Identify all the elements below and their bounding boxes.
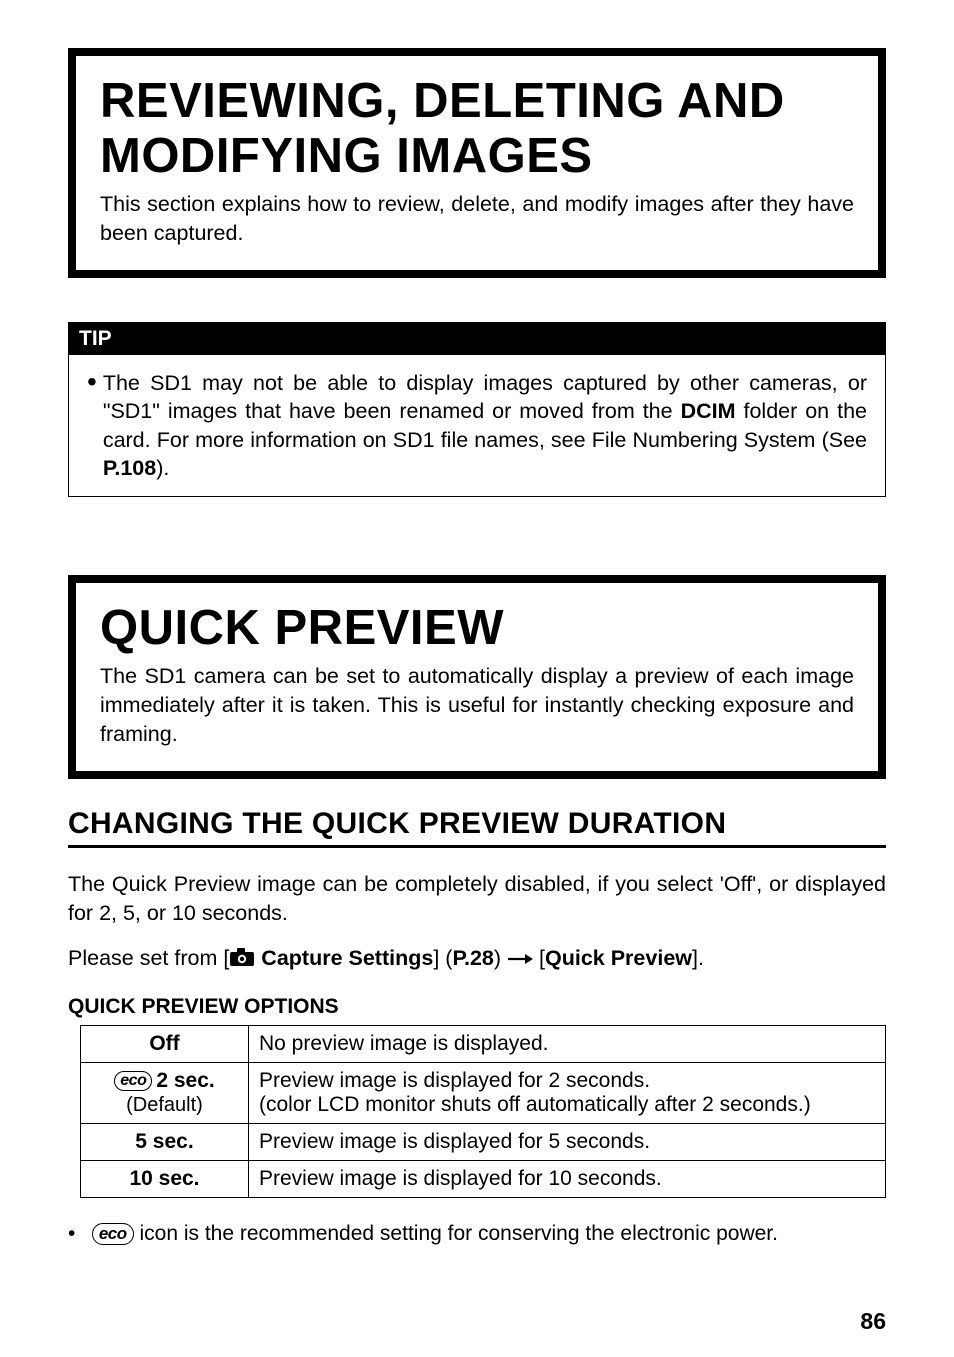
option-desc: Preview image is displayed for 5 seconds… [249,1123,886,1160]
tip-label: TIP [69,323,885,355]
bullet-icon: • [87,369,97,483]
capture-settings-label: Capture Settings [255,946,433,970]
pageref: P.28 [452,946,493,970]
desc-line: Preview image is displayed for 2 seconds… [259,1069,650,1092]
arrow-icon [507,947,533,972]
option-desc: Preview image is displayed for 2 seconds… [249,1062,886,1123]
option-name: 10 sec. [129,1167,199,1190]
tip-text-part: ). [156,456,169,480]
option-key: eco2 sec. (Default) [81,1062,249,1123]
tip-pageref: P.108 [103,456,156,480]
heading-changing-duration: CHANGING THE QUICK PREVIEW DURATION [68,807,886,848]
options-table: Off No preview image is displayed. eco2 … [80,1025,886,1198]
option-name: 5 sec. [135,1130,193,1153]
section-desc: This section explains how to review, del… [100,190,854,248]
camera-icon [229,947,255,973]
section-title: REVIEWING, DELETING AND MODIFYING IMAGES [100,74,854,184]
page-number: 86 [860,1308,886,1335]
section-box-reviewing: REVIEWING, DELETING AND MODIFYING IMAGES… [68,48,886,278]
section-box-quickpreview: QUICK PREVIEW The SD1 camera can be set … [68,575,886,779]
text-part: ]. [692,946,704,970]
paragraph: The Quick Preview image can be completel… [68,870,886,928]
option-name: 2 sec. [156,1069,214,1092]
option-desc: Preview image is displayed for 10 second… [249,1160,886,1197]
table-row: 5 sec. Preview image is displayed for 5 … [81,1123,886,1160]
options-subhead: QUICK PREVIEW OPTIONS [68,995,886,1019]
tip-box: TIP • The SD1 may not be able to display… [68,322,886,498]
option-key: 10 sec. [81,1160,249,1197]
table-row: eco2 sec. (Default) Preview image is dis… [81,1062,886,1123]
footnote-text: icon is the recommended setting for cons… [134,1222,778,1245]
set-instruction: Please set from [ Capture Settings] (P.2… [68,946,886,972]
footnote: • eco icon is the recommended setting fo… [68,1222,886,1246]
text-part: ) [494,946,507,970]
desc-line: (color LCD monitor shuts off automatical… [259,1093,811,1116]
option-key: 5 sec. [81,1123,249,1160]
table-row: 10 sec. Preview image is displayed for 1… [81,1160,886,1197]
option-name: Off [149,1032,179,1055]
page: REVIEWING, DELETING AND MODIFYING IMAGES… [0,0,954,1357]
tip-text: The SD1 may not be able to display image… [103,369,867,483]
option-key: Off [81,1025,249,1062]
table-row: Off No preview image is displayed. [81,1025,886,1062]
text-part: Please set from [ [68,946,229,970]
text-part: [ [533,946,545,970]
bullet-icon: • [68,1222,86,1246]
tip-body: • The SD1 may not be able to display ima… [69,355,885,497]
tip-dcim: DCIM [681,399,736,423]
eco-icon: eco [92,1223,134,1245]
eco-icon: eco [114,1071,152,1091]
option-desc: No preview image is displayed. [249,1025,886,1062]
section-title: QUICK PREVIEW [100,601,854,656]
option-default: (Default) [126,1094,203,1116]
text-part: ] ( [433,946,452,970]
section-desc: The SD1 camera can be set to automatical… [100,662,854,749]
quick-preview-label: Quick Preview [545,946,692,970]
